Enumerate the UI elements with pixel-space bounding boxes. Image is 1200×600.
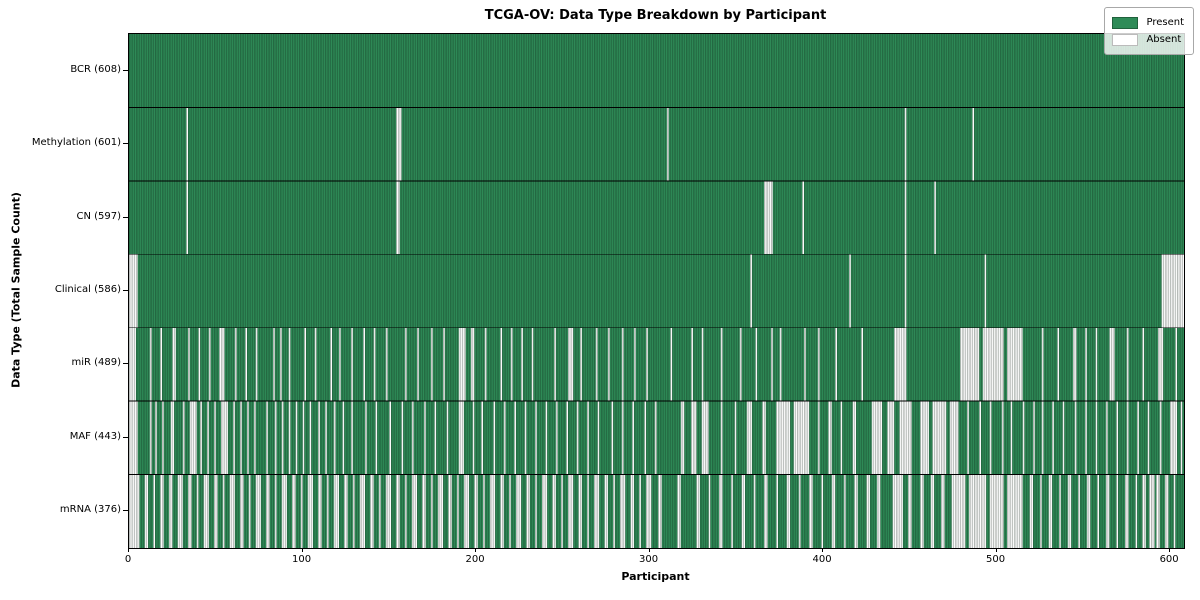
- present-swatch-icon: [1112, 16, 1139, 29]
- x-tick-mark: [995, 548, 997, 552]
- y-tick-label: MAF (443): [69, 430, 121, 442]
- legend-label-present: Present: [1146, 17, 1184, 28]
- x-tick-label: 600: [1159, 554, 1179, 565]
- x-axis-label: Participant: [621, 570, 690, 583]
- x-tick-mark: [475, 548, 477, 552]
- y-tick-mark: [123, 363, 128, 365]
- x-tick-mark: [1169, 548, 1171, 552]
- chart-title: TCGA-OV: Data Type Breakdown by Particip…: [484, 8, 827, 23]
- x-tick-mark: [822, 548, 824, 552]
- x-tick-label: 100: [291, 554, 312, 565]
- y-tick-label: CN (597): [76, 210, 121, 222]
- legend-label-absent: Absent: [1146, 34, 1182, 45]
- x-tick-label: 0: [124, 554, 132, 565]
- y-tick-mark: [123, 290, 128, 291]
- y-tick-label: BCR (608): [70, 63, 121, 75]
- y-tick-mark: [123, 216, 128, 218]
- legend-item-absent: Absent: [1112, 31, 1184, 48]
- y-tick-label: Clinical (586): [54, 284, 121, 295]
- x-tick-label: 400: [812, 554, 832, 565]
- x-tick-mark: [128, 548, 129, 552]
- y-tick-label: miR (489): [71, 357, 121, 369]
- y-tick-label: mRNA (376): [59, 504, 121, 516]
- x-tick-mark: [301, 548, 303, 552]
- plot-area: [128, 33, 1185, 549]
- x-tick-mark: [648, 548, 650, 552]
- y-tick-mark: [123, 436, 128, 438]
- legend: Present Absent: [1104, 7, 1194, 55]
- absent-swatch-icon: [1112, 33, 1139, 46]
- x-tick-label: 500: [986, 554, 1006, 565]
- x-tick-label: 200: [465, 554, 485, 565]
- y-tick-label: Methylation (601): [31, 137, 121, 149]
- y-tick-mark: [123, 143, 128, 145]
- y-tick-mark: [123, 69, 128, 71]
- y-tick-mark: [123, 510, 128, 512]
- x-tick-label: 300: [639, 554, 659, 565]
- legend-item-present: Present: [1112, 14, 1184, 31]
- heatmap-canvas: [129, 34, 1184, 548]
- cell-grid-overlay: [129, 34, 1184, 548]
